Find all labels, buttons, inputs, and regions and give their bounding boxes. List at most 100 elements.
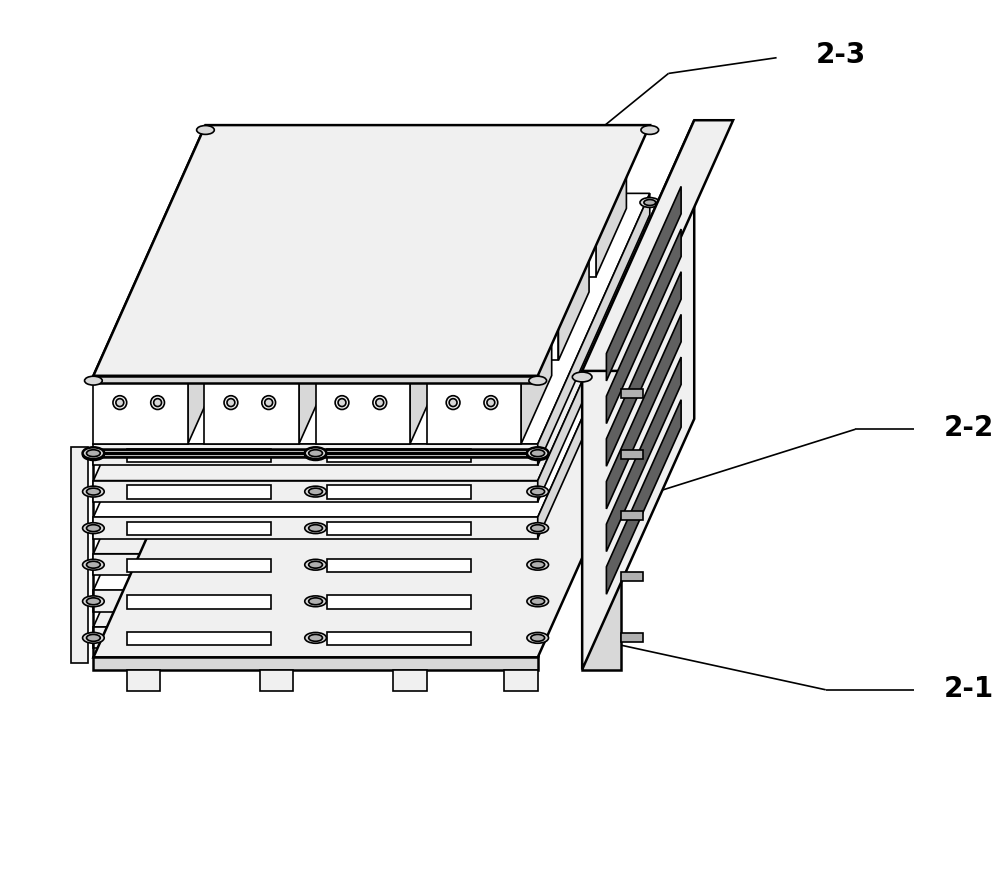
Ellipse shape bbox=[87, 561, 100, 569]
Polygon shape bbox=[521, 316, 552, 444]
Circle shape bbox=[299, 230, 313, 243]
Circle shape bbox=[410, 230, 424, 243]
Polygon shape bbox=[93, 341, 650, 591]
Polygon shape bbox=[621, 451, 643, 460]
Ellipse shape bbox=[527, 596, 549, 607]
Ellipse shape bbox=[83, 448, 104, 460]
Polygon shape bbox=[485, 148, 515, 278]
Polygon shape bbox=[168, 216, 263, 278]
Circle shape bbox=[261, 313, 275, 326]
Polygon shape bbox=[279, 148, 404, 216]
Circle shape bbox=[335, 396, 349, 410]
Polygon shape bbox=[427, 316, 552, 384]
Ellipse shape bbox=[309, 525, 322, 532]
Ellipse shape bbox=[532, 451, 544, 457]
Circle shape bbox=[376, 400, 384, 407]
Ellipse shape bbox=[309, 489, 322, 495]
Polygon shape bbox=[538, 304, 650, 576]
Polygon shape bbox=[93, 126, 205, 384]
Polygon shape bbox=[390, 148, 515, 216]
Circle shape bbox=[338, 400, 346, 407]
Ellipse shape bbox=[531, 635, 545, 642]
Polygon shape bbox=[538, 194, 650, 466]
Circle shape bbox=[372, 313, 386, 326]
Circle shape bbox=[449, 400, 457, 407]
Ellipse shape bbox=[531, 452, 545, 459]
Ellipse shape bbox=[87, 525, 100, 532]
Circle shape bbox=[150, 313, 164, 326]
Ellipse shape bbox=[83, 560, 104, 570]
Polygon shape bbox=[538, 341, 650, 612]
Ellipse shape bbox=[306, 449, 325, 459]
Polygon shape bbox=[168, 148, 293, 216]
Circle shape bbox=[228, 232, 236, 240]
Polygon shape bbox=[131, 232, 256, 300]
Polygon shape bbox=[204, 316, 330, 384]
Polygon shape bbox=[327, 522, 471, 536]
Circle shape bbox=[413, 316, 421, 324]
Polygon shape bbox=[93, 126, 650, 376]
Ellipse shape bbox=[527, 450, 549, 461]
Polygon shape bbox=[93, 481, 538, 502]
Polygon shape bbox=[127, 522, 271, 536]
Polygon shape bbox=[538, 231, 650, 502]
Text: 2-3: 2-3 bbox=[816, 41, 866, 69]
Circle shape bbox=[262, 396, 276, 410]
Polygon shape bbox=[131, 300, 225, 361]
Ellipse shape bbox=[305, 450, 326, 461]
Ellipse shape bbox=[531, 451, 545, 457]
Circle shape bbox=[337, 230, 350, 243]
Circle shape bbox=[559, 230, 572, 243]
Polygon shape bbox=[327, 595, 471, 609]
Polygon shape bbox=[582, 372, 621, 670]
Circle shape bbox=[224, 396, 238, 410]
Circle shape bbox=[487, 400, 495, 407]
Polygon shape bbox=[606, 358, 681, 552]
Circle shape bbox=[191, 232, 198, 240]
Polygon shape bbox=[606, 315, 681, 510]
Ellipse shape bbox=[305, 633, 326, 644]
Polygon shape bbox=[93, 628, 538, 648]
Circle shape bbox=[225, 230, 239, 243]
Ellipse shape bbox=[310, 451, 321, 457]
Polygon shape bbox=[93, 194, 650, 444]
Ellipse shape bbox=[527, 560, 549, 570]
Ellipse shape bbox=[529, 376, 547, 385]
Ellipse shape bbox=[309, 598, 322, 605]
Circle shape bbox=[299, 313, 313, 326]
Ellipse shape bbox=[531, 525, 545, 532]
Circle shape bbox=[113, 396, 127, 410]
Ellipse shape bbox=[305, 560, 326, 570]
Polygon shape bbox=[93, 518, 538, 539]
Ellipse shape bbox=[83, 486, 104, 497]
Polygon shape bbox=[501, 216, 596, 278]
Polygon shape bbox=[504, 670, 538, 691]
Polygon shape bbox=[606, 230, 681, 424]
Polygon shape bbox=[93, 444, 538, 466]
Ellipse shape bbox=[531, 598, 545, 605]
Ellipse shape bbox=[531, 561, 545, 569]
Circle shape bbox=[227, 400, 235, 407]
Polygon shape bbox=[621, 390, 643, 399]
Circle shape bbox=[188, 230, 201, 243]
Ellipse shape bbox=[531, 489, 545, 495]
Circle shape bbox=[188, 313, 202, 326]
Ellipse shape bbox=[309, 451, 322, 457]
Ellipse shape bbox=[83, 633, 104, 644]
Polygon shape bbox=[427, 384, 521, 444]
Circle shape bbox=[521, 230, 535, 243]
Polygon shape bbox=[127, 450, 271, 463]
Ellipse shape bbox=[197, 126, 214, 135]
Polygon shape bbox=[447, 232, 478, 361]
Polygon shape bbox=[299, 316, 330, 444]
Circle shape bbox=[562, 232, 569, 240]
Polygon shape bbox=[263, 148, 293, 278]
Polygon shape bbox=[316, 384, 410, 444]
Polygon shape bbox=[336, 232, 367, 361]
Circle shape bbox=[302, 316, 310, 324]
Circle shape bbox=[375, 316, 383, 324]
Polygon shape bbox=[606, 401, 681, 595]
Polygon shape bbox=[393, 670, 427, 691]
Polygon shape bbox=[464, 300, 558, 361]
Ellipse shape bbox=[305, 523, 326, 534]
